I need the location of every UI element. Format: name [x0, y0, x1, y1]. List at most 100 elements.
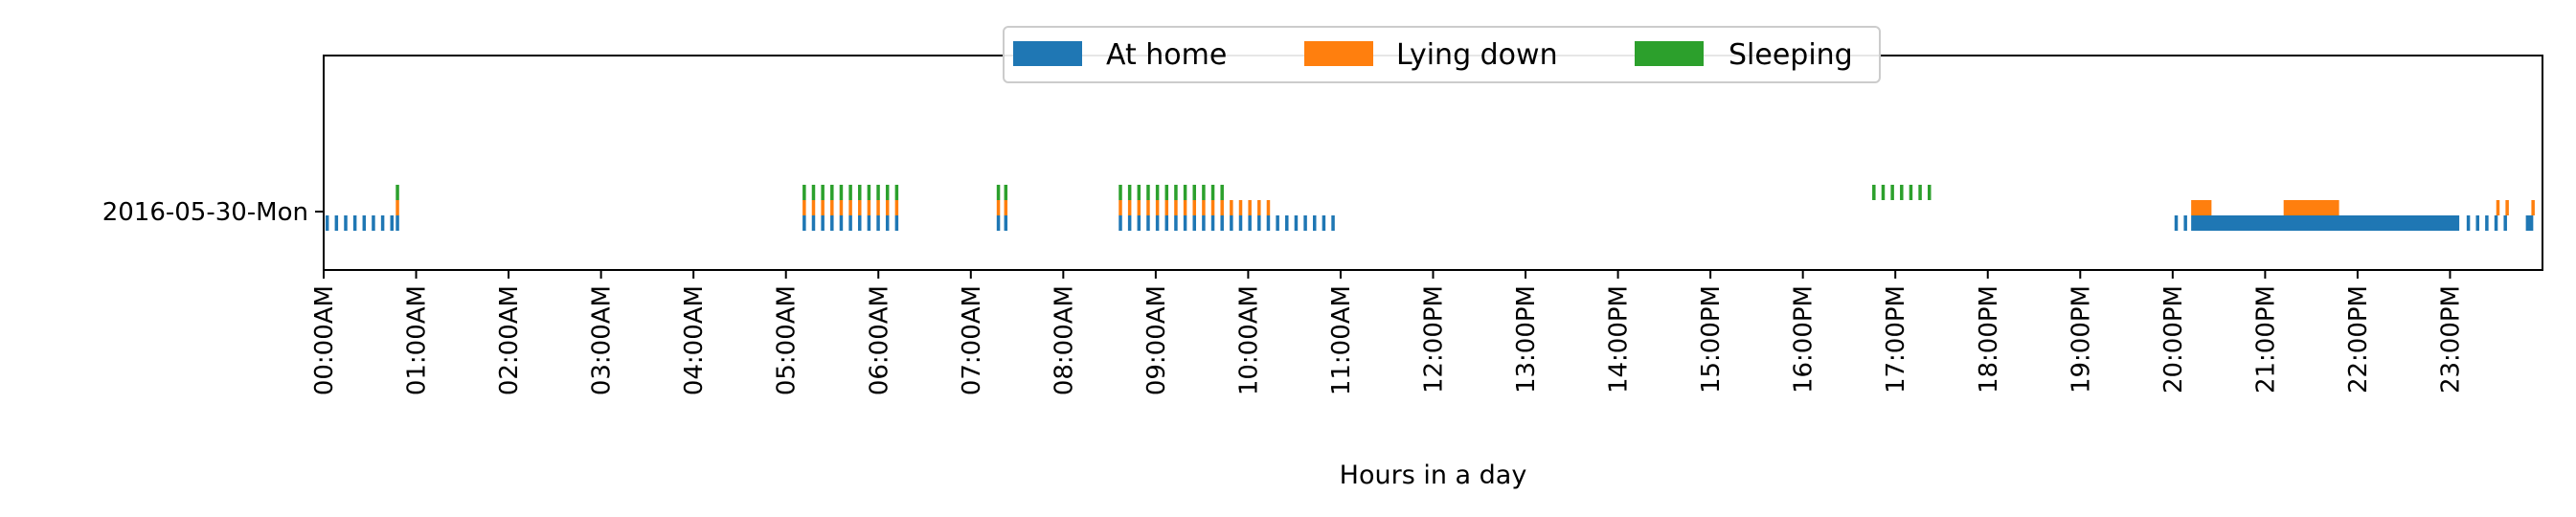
bar-at-home-32 [1210, 215, 1215, 231]
bar-sleeping-23 [1202, 185, 1206, 200]
bar-at-home-47 [2183, 215, 2187, 231]
legend-swatch-sleeping [1635, 41, 1704, 66]
bar-sleeping-5 [839, 185, 844, 200]
bar-at-home-44 [1322, 215, 1326, 231]
x-tick-label-16: 16:00PM [1790, 285, 1819, 393]
bar-sleeping-32 [1928, 185, 1932, 200]
bar-sleeping-16 [1137, 185, 1141, 200]
bar-at-home-11 [821, 215, 825, 231]
bar-at-home-53 [2503, 215, 2507, 231]
x-tick-label-23: 23:00PM [2436, 285, 2465, 393]
bar-sleeping-0 [395, 185, 399, 200]
bar-at-home-25 [1146, 215, 1150, 231]
bar-at-home-29 [1183, 215, 1187, 231]
bar-at-home-40 [1285, 215, 1289, 231]
bar-lying-down-13 [1004, 200, 1008, 215]
x-tick-label-11: 11:00AM [1327, 285, 1356, 395]
bar-sleeping-4 [830, 185, 834, 200]
x-tick-label-7: 07:00AM [958, 285, 986, 395]
bar-at-home-43 [1313, 215, 1317, 231]
bar-lying-down-15 [1127, 200, 1132, 215]
bar-at-home-7 [390, 215, 395, 231]
bar-lying-down-1 [802, 200, 806, 215]
bar-at-home-51 [2485, 215, 2489, 231]
bar-lying-down-19 [1164, 200, 1169, 215]
bar-sleeping-24 [1210, 185, 1215, 200]
bar-sleeping-22 [1192, 185, 1196, 200]
bar-sleeping-13 [1004, 185, 1008, 200]
x-tick-label-4: 04:00AM [680, 285, 709, 395]
bar-at-home-52 [2494, 215, 2498, 231]
bar-lying-down-22 [1192, 200, 1196, 215]
x-tick-label-21: 21:00PM [2251, 285, 2280, 393]
bar-at-home-41 [1294, 215, 1299, 231]
bar-at-home-6 [380, 215, 385, 231]
bar-lying-down-14 [1119, 200, 1122, 215]
bar-lying-down-10 [885, 200, 890, 215]
bar-lying-down-33 [2496, 200, 2500, 215]
bar-lying-down-16 [1137, 200, 1141, 215]
bar-at-home-39 [1276, 215, 1279, 231]
legend-label-at-home: At home [1106, 38, 1227, 72]
bar-at-home-46 [2174, 215, 2179, 231]
bar-at-home-24 [1137, 215, 1141, 231]
bar-at-home-36 [1248, 215, 1252, 231]
bar-lying-down-24 [1210, 200, 1215, 215]
bar-lying-down-29 [1257, 200, 1261, 215]
y-tick-label-0: 2016-05-30-Mon [102, 198, 308, 227]
bar-lying-down-7 [858, 200, 862, 215]
bar-at-home-48 [2191, 215, 2460, 231]
bar-lying-down-17 [1146, 200, 1150, 215]
x-tick-label-2: 02:00AM [495, 285, 524, 395]
x-axis-label: Hours in a day [1340, 461, 1527, 490]
bar-at-home-33 [1220, 215, 1224, 231]
bar-at-home-5 [372, 215, 375, 231]
bar-sleeping-18 [1155, 185, 1160, 200]
bar-at-home-31 [1202, 215, 1206, 231]
bar-at-home-54 [2525, 215, 2534, 231]
bar-lying-down-18 [1155, 200, 1160, 215]
bar-lying-down-5 [839, 200, 844, 215]
bar-lying-down-31 [2191, 200, 2212, 215]
bar-at-home-22 [1119, 215, 1122, 231]
bar-at-home-26 [1155, 215, 1160, 231]
bar-at-home-34 [1230, 215, 1233, 231]
bar-lying-down-21 [1183, 200, 1187, 215]
x-tick-label-15: 15:00PM [1697, 285, 1726, 393]
bar-at-home-27 [1164, 215, 1169, 231]
x-tick-label-20: 20:00PM [2159, 285, 2188, 393]
bar-sleeping-6 [848, 185, 852, 200]
bar-lying-down-6 [848, 200, 852, 215]
x-tick-label-5: 05:00AM [773, 285, 802, 395]
bar-sleeping-31 [1918, 185, 1922, 200]
bar-at-home-17 [876, 215, 880, 231]
x-axis-ticks: 00:00AM 01:00AM 02:00AM 03:00AM 04:00AM 05:00… [310, 270, 2465, 395]
bar-sleeping-2 [811, 185, 816, 200]
bar-sleeping-7 [858, 185, 862, 200]
bar-at-home-18 [885, 215, 890, 231]
bar-lying-down-28 [1248, 200, 1252, 215]
bar-at-home-23 [1127, 215, 1132, 231]
x-tick-label-13: 13:00PM [1512, 285, 1541, 393]
bar-at-home-28 [1174, 215, 1178, 231]
legend-label-lying-down: Lying down [1396, 38, 1558, 72]
bar-at-home-42 [1303, 215, 1307, 231]
x-tick-label-14: 14:00PM [1605, 285, 1634, 393]
bar-at-home-21 [1004, 215, 1008, 231]
bar-sleeping-12 [996, 185, 1001, 200]
bar-at-home-3 [352, 215, 357, 231]
bar-lying-down-23 [1202, 200, 1206, 215]
x-tick-label-8: 08:00AM [1050, 285, 1078, 395]
x-tick-label-0: 00:00AM [310, 285, 339, 395]
x-tick-label-22: 22:00PM [2344, 285, 2373, 393]
x-tick-label-9: 09:00AM [1142, 285, 1171, 395]
bar-lying-down-0 [395, 200, 399, 215]
bar-sleeping-21 [1183, 185, 1187, 200]
bar-lying-down-32 [2283, 200, 2339, 215]
bar-lying-down-9 [876, 200, 880, 215]
bar-sleeping-29 [1900, 185, 1904, 200]
bar-sleeping-19 [1164, 185, 1169, 200]
bar-sleeping-25 [1220, 185, 1224, 200]
bar-at-home-30 [1192, 215, 1196, 231]
